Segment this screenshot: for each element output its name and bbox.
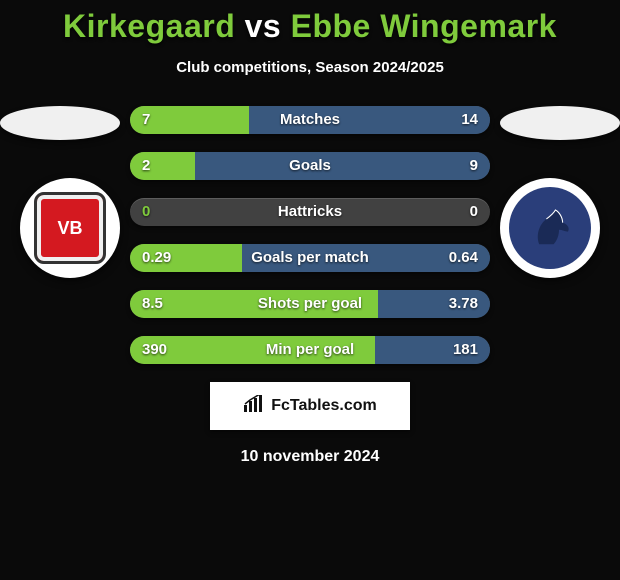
horse-icon [523, 201, 577, 255]
stat-value-left: 390 [142, 336, 167, 364]
club-logo-vb: VB [34, 192, 106, 264]
club-logo-randers [509, 187, 591, 269]
stat-value-left: 0 [142, 198, 150, 226]
stat-bars: Matches7 14 Goals2 9 Hattricks0 0 Goals per ma… [130, 106, 490, 364]
stat-label: Hattricks [130, 198, 490, 226]
club-logo-vb-text: VB [57, 218, 82, 239]
stat-row: Hattricks0 0 [130, 198, 490, 226]
page-title: Kirkegaard vs Ebbe Wingemark [0, 0, 620, 45]
stat-value-right: 14 [461, 106, 478, 134]
club-badge-right [500, 178, 600, 278]
stat-value-left: 0.29 [142, 244, 171, 272]
stat-row: Shots per goal8.5 3.78 [130, 290, 490, 318]
left-name-oval [0, 106, 120, 140]
stat-label: Goals [130, 152, 490, 180]
attribution-text: FcTables.com [271, 397, 377, 415]
stat-row: Goals per match0.29 0.64 [130, 244, 490, 272]
stat-value-right: 9 [470, 152, 478, 180]
vs-text: vs [245, 8, 282, 44]
club-badge-left: VB [20, 178, 120, 278]
stat-label: Matches [130, 106, 490, 134]
stat-value-right: 3.78 [449, 290, 478, 318]
right-name-oval [500, 106, 620, 140]
stat-value-left: 2 [142, 152, 150, 180]
player1-name: Kirkegaard [63, 8, 235, 44]
stat-row: Matches7 14 [130, 106, 490, 134]
stat-row: Min per goal390 181 [130, 336, 490, 364]
stat-value-left: 8.5 [142, 290, 163, 318]
attribution-badge: FcTables.com [210, 382, 410, 430]
stat-value-left: 7 [142, 106, 150, 134]
stat-label: Goals per match [130, 244, 490, 272]
chart-icon [243, 395, 265, 418]
stat-label: Shots per goal [130, 290, 490, 318]
subtitle: Club competitions, Season 2024/2025 [0, 59, 620, 76]
stat-value-right: 181 [453, 336, 478, 364]
stat-value-right: 0 [470, 198, 478, 226]
stat-value-right: 0.64 [449, 244, 478, 272]
player2-name: Ebbe Wingemark [291, 8, 557, 44]
stat-row: Goals2 9 [130, 152, 490, 180]
comparison-content: VB Matches7 14 Goals2 9 Hattricks0 0 Goals per… [0, 106, 620, 466]
date-text: 10 november 2024 [0, 448, 620, 466]
stat-label: Min per goal [130, 336, 490, 364]
